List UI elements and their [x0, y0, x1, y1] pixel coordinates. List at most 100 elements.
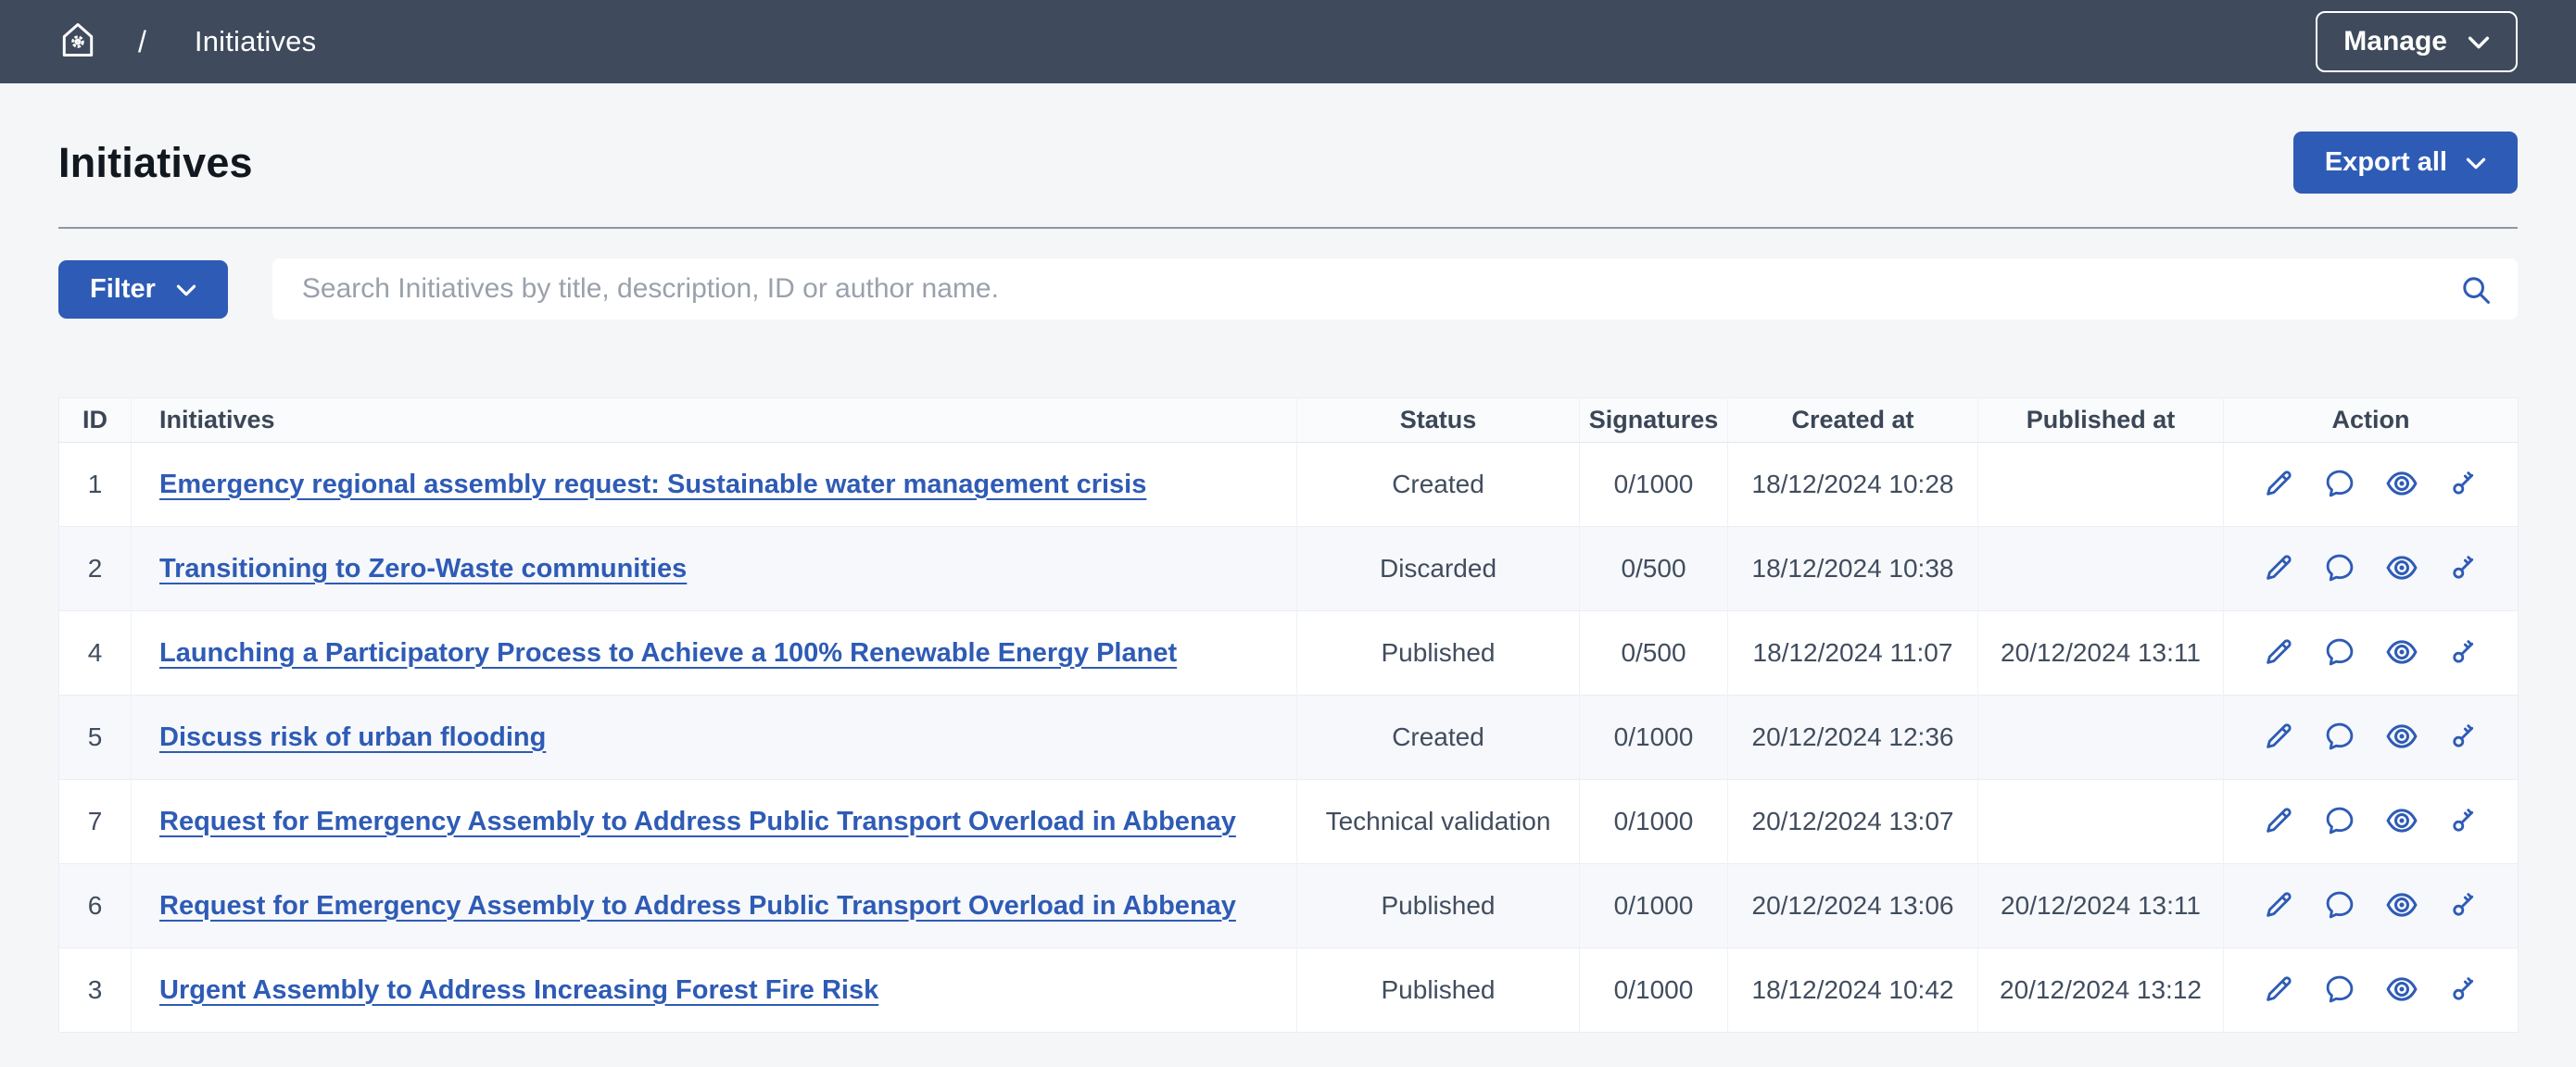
edit-button[interactable]	[2262, 973, 2295, 1009]
initiative-title-cell: Emergency regional assembly request: Sus…	[131, 442, 1297, 527]
column-header-published-at: Published at	[1977, 397, 2224, 443]
initiative-link[interactable]: Emergency regional assembly request: Sus…	[159, 469, 1147, 499]
edit-button[interactable]	[2262, 635, 2295, 672]
export-all-label: Export all	[2324, 147, 2447, 177]
home-button[interactable]	[58, 20, 97, 64]
column-header-signatures: Signatures	[1579, 397, 1728, 443]
permissions-button[interactable]	[2447, 973, 2481, 1009]
status-cell: Published	[1296, 863, 1580, 948]
answer-button[interactable]	[2323, 888, 2356, 924]
created-at-cell: 20/12/2024 12:36	[1727, 695, 1978, 780]
preview-button[interactable]	[2384, 634, 2419, 672]
signatures-cell: 0/1000	[1579, 863, 1728, 948]
column-header-action: Action	[2223, 397, 2519, 443]
row-id: 6	[58, 863, 132, 948]
signatures-cell: 0/500	[1579, 526, 1728, 611]
row-id: 3	[58, 948, 132, 1033]
published-at-cell	[1977, 695, 2224, 780]
edit-button[interactable]	[2262, 804, 2295, 840]
initiative-link[interactable]: Launching a Participatory Process to Ach…	[159, 637, 1178, 668]
chevron-down-icon	[2466, 147, 2486, 178]
edit-button[interactable]	[2262, 551, 2295, 587]
initiative-link[interactable]: Urgent Assembly to Address Increasing Fo…	[159, 974, 879, 1005]
signatures-cell: 0/500	[1579, 610, 1728, 696]
preview-button[interactable]	[2384, 803, 2419, 841]
eye-icon	[2384, 550, 2419, 588]
pencil-icon	[2262, 888, 2295, 924]
permissions-button[interactable]	[2447, 888, 2481, 924]
eye-icon	[2384, 634, 2419, 672]
created-at-cell: 18/12/2024 10:38	[1727, 526, 1978, 611]
published-at-cell	[1977, 442, 2224, 527]
answer-button[interactable]	[2323, 720, 2356, 756]
created-at-cell: 20/12/2024 13:06	[1727, 863, 1978, 948]
column-header-status: Status	[1296, 397, 1580, 443]
permissions-button[interactable]	[2447, 635, 2481, 672]
edit-button[interactable]	[2262, 720, 2295, 756]
initiative-link[interactable]: Request for Emergency Assembly to Addres…	[159, 890, 1236, 921]
preview-button[interactable]	[2384, 972, 2419, 1010]
status-cell: Technical validation	[1296, 779, 1580, 864]
search-icon[interactable]	[2458, 272, 2494, 312]
manage-button[interactable]: Manage	[2316, 11, 2518, 72]
initiative-link[interactable]: Request for Emergency Assembly to Addres…	[159, 806, 1236, 836]
filter-button-label: Filter	[90, 273, 156, 304]
signatures-cell: 0/1000	[1579, 442, 1728, 527]
preview-button[interactable]	[2384, 466, 2419, 504]
preview-button[interactable]	[2384, 550, 2419, 588]
eye-icon	[2384, 466, 2419, 504]
signatures-cell: 0/1000	[1579, 779, 1728, 864]
permissions-button[interactable]	[2447, 804, 2481, 840]
chat-bubble-icon	[2323, 467, 2356, 503]
action-cell	[2223, 610, 2519, 696]
permissions-button[interactable]	[2447, 467, 2481, 503]
search-box	[271, 258, 2518, 320]
action-cell	[2223, 948, 2519, 1033]
preview-button[interactable]	[2384, 719, 2419, 757]
pencil-icon	[2262, 973, 2295, 1009]
breadcrumb[interactable]: Initiatives	[194, 25, 317, 57]
chat-bubble-icon	[2323, 720, 2356, 756]
table-row: 7 Request for Emergency Assembly to Addr…	[58, 779, 2519, 864]
eye-icon	[2384, 719, 2419, 757]
table-row: 6 Request for Emergency Assembly to Addr…	[58, 863, 2519, 948]
published-at-cell	[1977, 526, 2224, 611]
key-icon	[2447, 720, 2481, 756]
answer-button[interactable]	[2323, 973, 2356, 1009]
answer-button[interactable]	[2323, 804, 2356, 840]
permissions-button[interactable]	[2447, 551, 2481, 587]
pencil-icon	[2262, 467, 2295, 503]
published-at-cell: 20/12/2024 13:11	[1977, 610, 2224, 696]
published-at-cell: 20/12/2024 13:11	[1977, 863, 2224, 948]
initiative-title-cell: Request for Emergency Assembly to Addres…	[131, 863, 1297, 948]
filter-button[interactable]: Filter	[58, 259, 228, 319]
edit-button[interactable]	[2262, 888, 2295, 924]
search-input[interactable]	[271, 258, 2518, 320]
edit-button[interactable]	[2262, 467, 2295, 503]
answer-button[interactable]	[2323, 467, 2356, 503]
table-row: 2 Transitioning to Zero-Waste communitie…	[58, 526, 2519, 611]
manage-button-label: Manage	[2343, 26, 2447, 56]
answer-button[interactable]	[2323, 551, 2356, 587]
chat-bubble-icon	[2323, 635, 2356, 672]
key-icon	[2447, 973, 2481, 1009]
initiative-link[interactable]: Discuss risk of urban flooding	[159, 722, 547, 752]
key-icon	[2447, 551, 2481, 587]
home-icon	[58, 20, 97, 64]
chat-bubble-icon	[2323, 551, 2356, 587]
export-all-button[interactable]: Export all	[2292, 132, 2518, 194]
initiative-link[interactable]: Transitioning to Zero-Waste communities	[159, 553, 688, 584]
pencil-icon	[2262, 720, 2295, 756]
answer-button[interactable]	[2323, 635, 2356, 672]
permissions-button[interactable]	[2447, 720, 2481, 756]
status-cell: Discarded	[1296, 526, 1580, 611]
main-content: Initiatives Export all Filter	[0, 132, 2576, 1033]
initiatives-table: ID Initiatives Status Signatures Created at P…	[58, 397, 2519, 1033]
table-header-row: ID Initiatives Status Signatures Created at P…	[58, 397, 2519, 443]
status-cell: Published	[1296, 948, 1580, 1033]
created-at-cell: 18/12/2024 10:28	[1727, 442, 1978, 527]
published-at-cell: 20/12/2024 13:12	[1977, 948, 2224, 1033]
status-cell: Created	[1296, 695, 1580, 780]
preview-button[interactable]	[2384, 887, 2419, 925]
breadcrumb-separator: /	[138, 24, 146, 58]
